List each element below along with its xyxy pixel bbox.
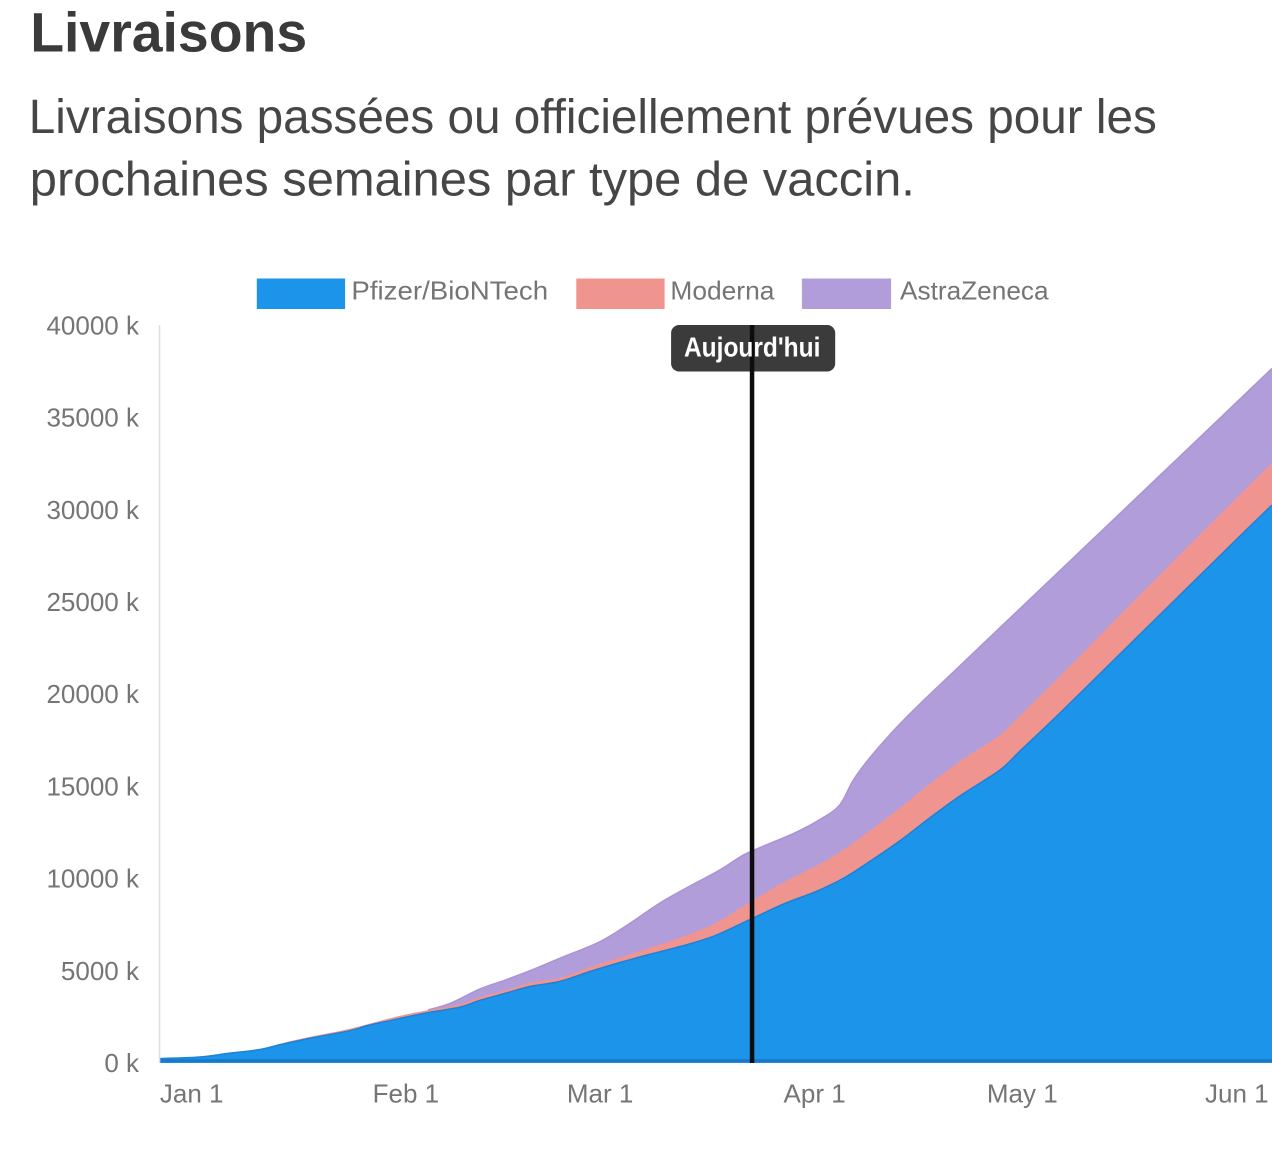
svg-text:15000 k: 15000 k: [46, 771, 140, 801]
svg-text:10000 k: 10000 k: [46, 864, 140, 894]
svg-text:Aujourd'hui: Aujourd'hui: [684, 332, 820, 363]
svg-text:prochaines semaines par type d: prochaines semaines par type de vaccin.: [30, 153, 915, 206]
svg-text:5000 k: 5000 k: [61, 956, 140, 986]
svg-text:25000 k: 25000 k: [46, 587, 140, 617]
svg-text:40000 k: 40000 k: [46, 311, 140, 341]
svg-text:Jun 1: Jun 1: [1205, 1079, 1269, 1109]
svg-text:20000 k: 20000 k: [46, 679, 140, 709]
svg-text:Livraisons: Livraisons: [30, 2, 307, 64]
svg-text:May 1: May 1: [987, 1079, 1058, 1109]
svg-text:Moderna: Moderna: [670, 276, 775, 306]
svg-text:Feb 1: Feb 1: [373, 1079, 440, 1109]
svg-text:AstraZeneca: AstraZeneca: [900, 276, 1049, 306]
svg-text:35000 k: 35000 k: [46, 403, 140, 433]
svg-text:Pfizer/BioNTech: Pfizer/BioNTech: [351, 276, 548, 306]
svg-text:Jan 1: Jan 1: [160, 1079, 224, 1109]
svg-text:30000 k: 30000 k: [46, 495, 140, 525]
svg-text:0 k: 0 k: [104, 1048, 140, 1078]
svg-text:Livraisons passées ou officiel: Livraisons passées ou officiellement pré…: [29, 91, 1157, 144]
svg-text:Mar 1: Mar 1: [567, 1079, 633, 1109]
svg-text:Apr 1: Apr 1: [784, 1079, 846, 1109]
